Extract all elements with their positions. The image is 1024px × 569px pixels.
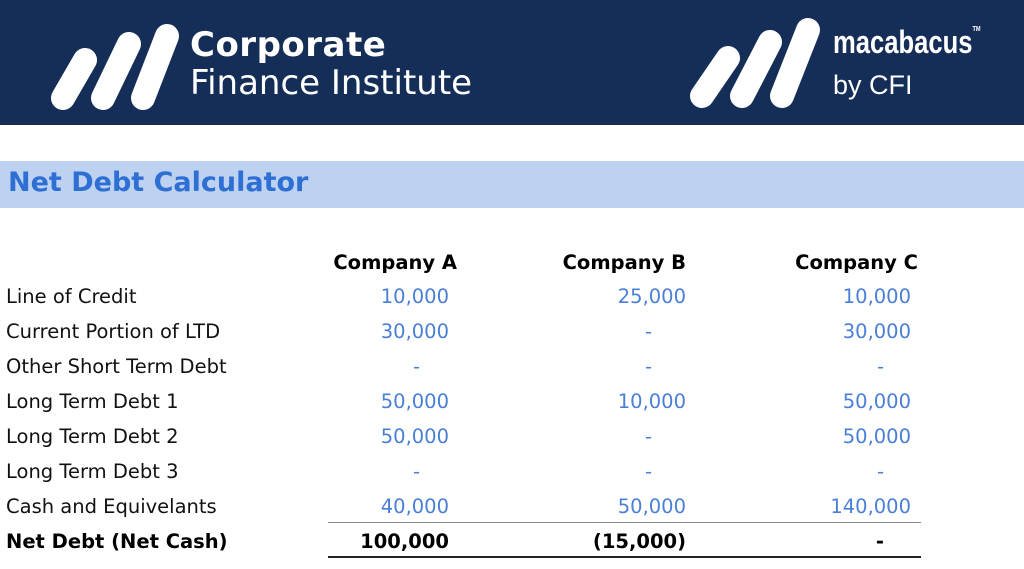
- row-label: Line of Credit: [6, 285, 137, 308]
- cell-value[interactable]: 50,000: [617, 495, 686, 518]
- cell-value[interactable]: 50,000: [842, 425, 911, 448]
- cell-value[interactable]: 30,000: [380, 320, 449, 343]
- row-label: Current Portion of LTD: [6, 320, 221, 343]
- cell-value[interactable]: 10,000: [842, 285, 911, 308]
- row-label: Net Debt (Net Cash): [6, 530, 228, 553]
- row-label: Other Short Term Debt: [6, 355, 227, 378]
- table-row: Other Short Term Debt - - -: [0, 349, 1024, 384]
- total-value[interactable]: -: [875, 530, 884, 553]
- column-header: Company C: [795, 251, 918, 274]
- cell-value[interactable]: 140,000: [830, 495, 911, 518]
- cfi-logo: Corporate Finance Institute: [190, 25, 473, 103]
- total-value[interactable]: 100,000: [360, 530, 449, 553]
- column-header: Company B: [562, 251, 686, 274]
- cell-value[interactable]: 10,000: [380, 285, 449, 308]
- macabacus-logo-icon: [690, 18, 820, 108]
- cell-value[interactable]: 25,000: [617, 285, 686, 308]
- cell-value[interactable]: -: [876, 355, 884, 378]
- column-header-row: Company A Company B Company C: [0, 245, 1024, 280]
- row-label: Cash and Equivelants: [6, 495, 217, 518]
- cell-value[interactable]: -: [412, 355, 420, 378]
- table-row: Long Term Debt 2 50,000 - 50,000: [0, 419, 1024, 454]
- row-label: Long Term Debt 1: [6, 390, 179, 413]
- cell-value[interactable]: 50,000: [380, 390, 449, 413]
- total-row: Net Debt (Net Cash) 100,000 (15,000) -: [0, 524, 1024, 559]
- cell-value[interactable]: -: [876, 460, 884, 483]
- total-rule: [328, 556, 921, 558]
- cell-value[interactable]: -: [644, 460, 652, 483]
- cell-value[interactable]: -: [644, 425, 652, 448]
- cell-value[interactable]: -: [644, 320, 652, 343]
- cell-value[interactable]: 10,000: [617, 390, 686, 413]
- table-row: Long Term Debt 1 50,000 10,000 50,000: [0, 384, 1024, 419]
- macabacus-logo: macabacusTM by CFI: [833, 24, 981, 100]
- cell-value[interactable]: 40,000: [380, 495, 449, 518]
- cell-value[interactable]: 30,000: [842, 320, 911, 343]
- cell-value[interactable]: 50,000: [380, 425, 449, 448]
- cell-value[interactable]: 50,000: [842, 390, 911, 413]
- column-header: Company A: [333, 251, 457, 274]
- table-row: Long Term Debt 3 - - -: [0, 454, 1024, 489]
- row-label: Long Term Debt 2: [6, 425, 179, 448]
- table-row: Current Portion of LTD 30,000 - 30,000: [0, 314, 1024, 349]
- cell-value[interactable]: -: [412, 460, 420, 483]
- total-value[interactable]: (15,000): [592, 530, 686, 553]
- table-row: Line of Credit 10,000 25,000 10,000: [0, 279, 1024, 314]
- row-label: Long Term Debt 3: [6, 460, 179, 483]
- header-banner: Corporate Finance Institute macabacusTM …: [0, 0, 1024, 125]
- table-row: Cash and Equivelants 40,000 50,000 140,000: [0, 489, 1024, 524]
- cfi-logo-icon: [51, 24, 179, 110]
- title-band: Net Debt Calculator: [0, 161, 1024, 208]
- page-title: Net Debt Calculator: [8, 167, 309, 198]
- cell-value[interactable]: -: [644, 355, 652, 378]
- subtotal-rule: [328, 522, 921, 523]
